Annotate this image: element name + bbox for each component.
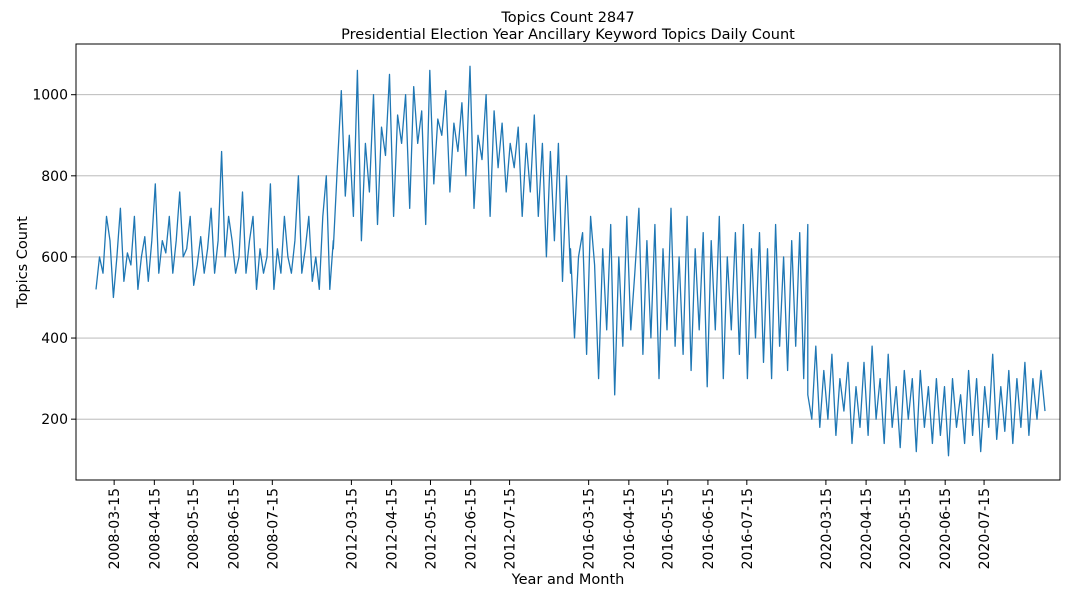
plot-frame <box>75 43 1061 481</box>
x-tick-label: 2016-07-15 <box>740 488 756 569</box>
x-tick-label: 2020-05-15 <box>898 488 914 569</box>
x-tick-label: 2008-06-15 <box>226 488 242 569</box>
x-tick-label: 2012-06-15 <box>464 488 480 569</box>
y-axis-label: Topics Count <box>15 216 31 309</box>
y-tick-label: 800 <box>41 169 68 185</box>
topics-count-line <box>95 65 1046 457</box>
x-tick-label: 2012-04-15 <box>385 488 401 569</box>
x-tick-label: 2020-03-15 <box>819 488 835 569</box>
x-tick-label: 2008-05-15 <box>186 488 202 569</box>
x-tick-label: 2012-05-15 <box>423 488 439 569</box>
x-tick-label: 2016-05-15 <box>661 488 677 569</box>
x-tick-label: 2016-04-15 <box>622 488 638 569</box>
x-tick-label: 2012-03-15 <box>344 488 360 569</box>
x-tick-label: 2008-04-15 <box>147 488 163 569</box>
x-tick-label: 2008-03-15 <box>107 488 123 569</box>
x-tick-label: 2008-07-15 <box>265 488 281 569</box>
series-line <box>95 65 1046 457</box>
x-tick-label: 2016-06-15 <box>701 488 717 569</box>
x-tick-label: 2020-04-15 <box>859 488 875 569</box>
y-tick-label: 1000 <box>32 88 68 104</box>
y-tick-label: 200 <box>41 412 68 428</box>
x-tick-label: 2020-07-15 <box>977 488 993 569</box>
y-axis: 200 400 600 800 1000 <box>32 88 76 428</box>
chart-subtitle: Presidential Election Year Ancillary Key… <box>341 27 795 43</box>
chart-title: Topics Count 2847 <box>500 10 634 26</box>
x-tick-label: 2016-03-15 <box>582 488 598 569</box>
y-tick-label: 600 <box>41 250 68 266</box>
x-tick-label: 2012-07-15 <box>503 488 519 569</box>
grid-lines <box>76 94 1060 420</box>
x-axis-label: Year and Month <box>511 572 625 588</box>
y-tick-label: 400 <box>41 331 68 347</box>
x-axis: 2008-03-15 2008-04-15 2008-05-15 2008-06-15… <box>107 480 993 569</box>
x-tick-label: 2020-06-15 <box>938 488 954 569</box>
